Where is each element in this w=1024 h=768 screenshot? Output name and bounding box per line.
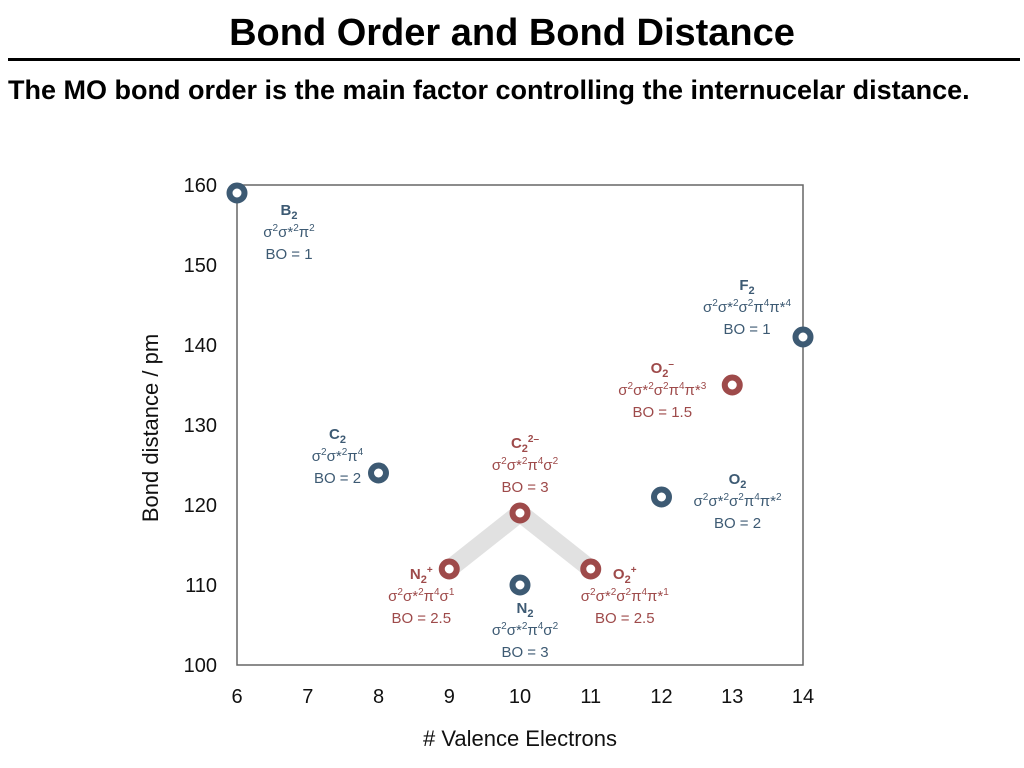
slide-title: Bond Order and Bond Distance [229,12,795,54]
species-label: O2+ [613,565,637,586]
annotation-line: BO = 2 [314,470,361,487]
species-label: C22– [511,434,540,455]
annotation-line: σ2σ*2σ2π4π*3 [618,381,706,399]
y-tick-label: 100 [184,655,217,677]
species-label: B2 [281,202,298,222]
annotation-o2-: O2+σ2σ*2σ2π4π*1 BO = 2.5 [581,565,669,627]
annotation-line: BO = 2.5 [391,610,451,627]
y-tick-label: 110 [185,575,217,597]
annotation-line: σ2σ*2π4σ1 [388,587,455,605]
annotation-line: σ2σ*2π4σ2 [492,621,559,639]
x-axis-label: # Valence Electrons [423,726,617,751]
annotation-c2-2-: C22–σ2σ*2π4σ2 BO = 3 [492,434,559,496]
data-point-c2-2- [509,502,531,524]
annotation-line: BO = 1.5 [632,404,692,421]
y-tick-label: 130 [184,415,217,437]
annotation-line: σ2σ*2π2 [263,223,315,241]
annotation-n2-: N2+σ2σ*2π4σ1 BO = 2.5 [388,565,455,627]
x-tick-label: 6 [231,686,242,708]
x-tick-label: 9 [444,686,455,708]
annotation-line: σ2σ*2σ2π4π*4 [703,298,791,316]
annotation-line: σ2σ*2π4 [312,447,364,465]
data-point-c2 [368,462,389,484]
data-point-b2 [226,182,248,204]
data-point-o2- [580,558,602,580]
species-label: O2 [729,471,747,491]
annotation-line: BO = 2.5 [595,610,655,627]
annotation-line: BO = 3 [501,479,548,496]
y-tick-label: 160 [184,175,217,197]
y-axis-label: Bond distance / pm [138,334,163,522]
species-label: F2 [739,277,754,297]
annotation-line: BO = 3 [501,644,548,661]
annotation-line: σ2σ*2σ2π4π*1 [581,587,669,605]
x-tick-label: 11 [580,686,601,708]
annotation-line: BO = 1 [723,321,770,338]
point-layer [226,182,814,596]
plot-frame [236,184,804,666]
title-divider [8,58,1020,61]
species-label: O2– [651,359,675,380]
annotation-line: BO = 1 [265,246,312,263]
annotation-line: σ2σ*2π4σ2 [492,456,559,474]
species-label: N2+ [410,565,433,586]
annotation-line: BO = 2 [714,515,761,532]
data-point-n2- [438,558,460,580]
species-label: C2 [329,426,346,446]
slide-subtitle: The MO bond order is the main factor con… [8,75,970,105]
x-tick-label: 10 [509,686,531,708]
y-tick-label: 140 [184,335,217,357]
species-label: N2 [517,600,534,620]
axis-layer: 6 7 8 9 10 11 12 13 14 100 110 120 130 140 150 160 [184,175,815,708]
x-tick-label: 14 [792,686,814,708]
x-tick-label: 8 [373,686,384,708]
annotation-line: σ2σ*2σ2π4π*2 [694,492,782,510]
x-tick-label: 13 [721,686,743,708]
x-tick-label: 7 [302,686,313,708]
y-tick-label: 150 [184,255,217,277]
data-point-f2 [792,326,814,348]
x-tick-label: 12 [650,686,672,708]
data-point-o2- [721,374,743,396]
annotation-o2-: O2–σ2σ*2σ2π4π*3 BO = 1.5 [618,359,706,421]
y-tick-label: 120 [184,495,217,517]
data-point-o2 [651,486,672,508]
data-point-n2 [509,574,531,596]
